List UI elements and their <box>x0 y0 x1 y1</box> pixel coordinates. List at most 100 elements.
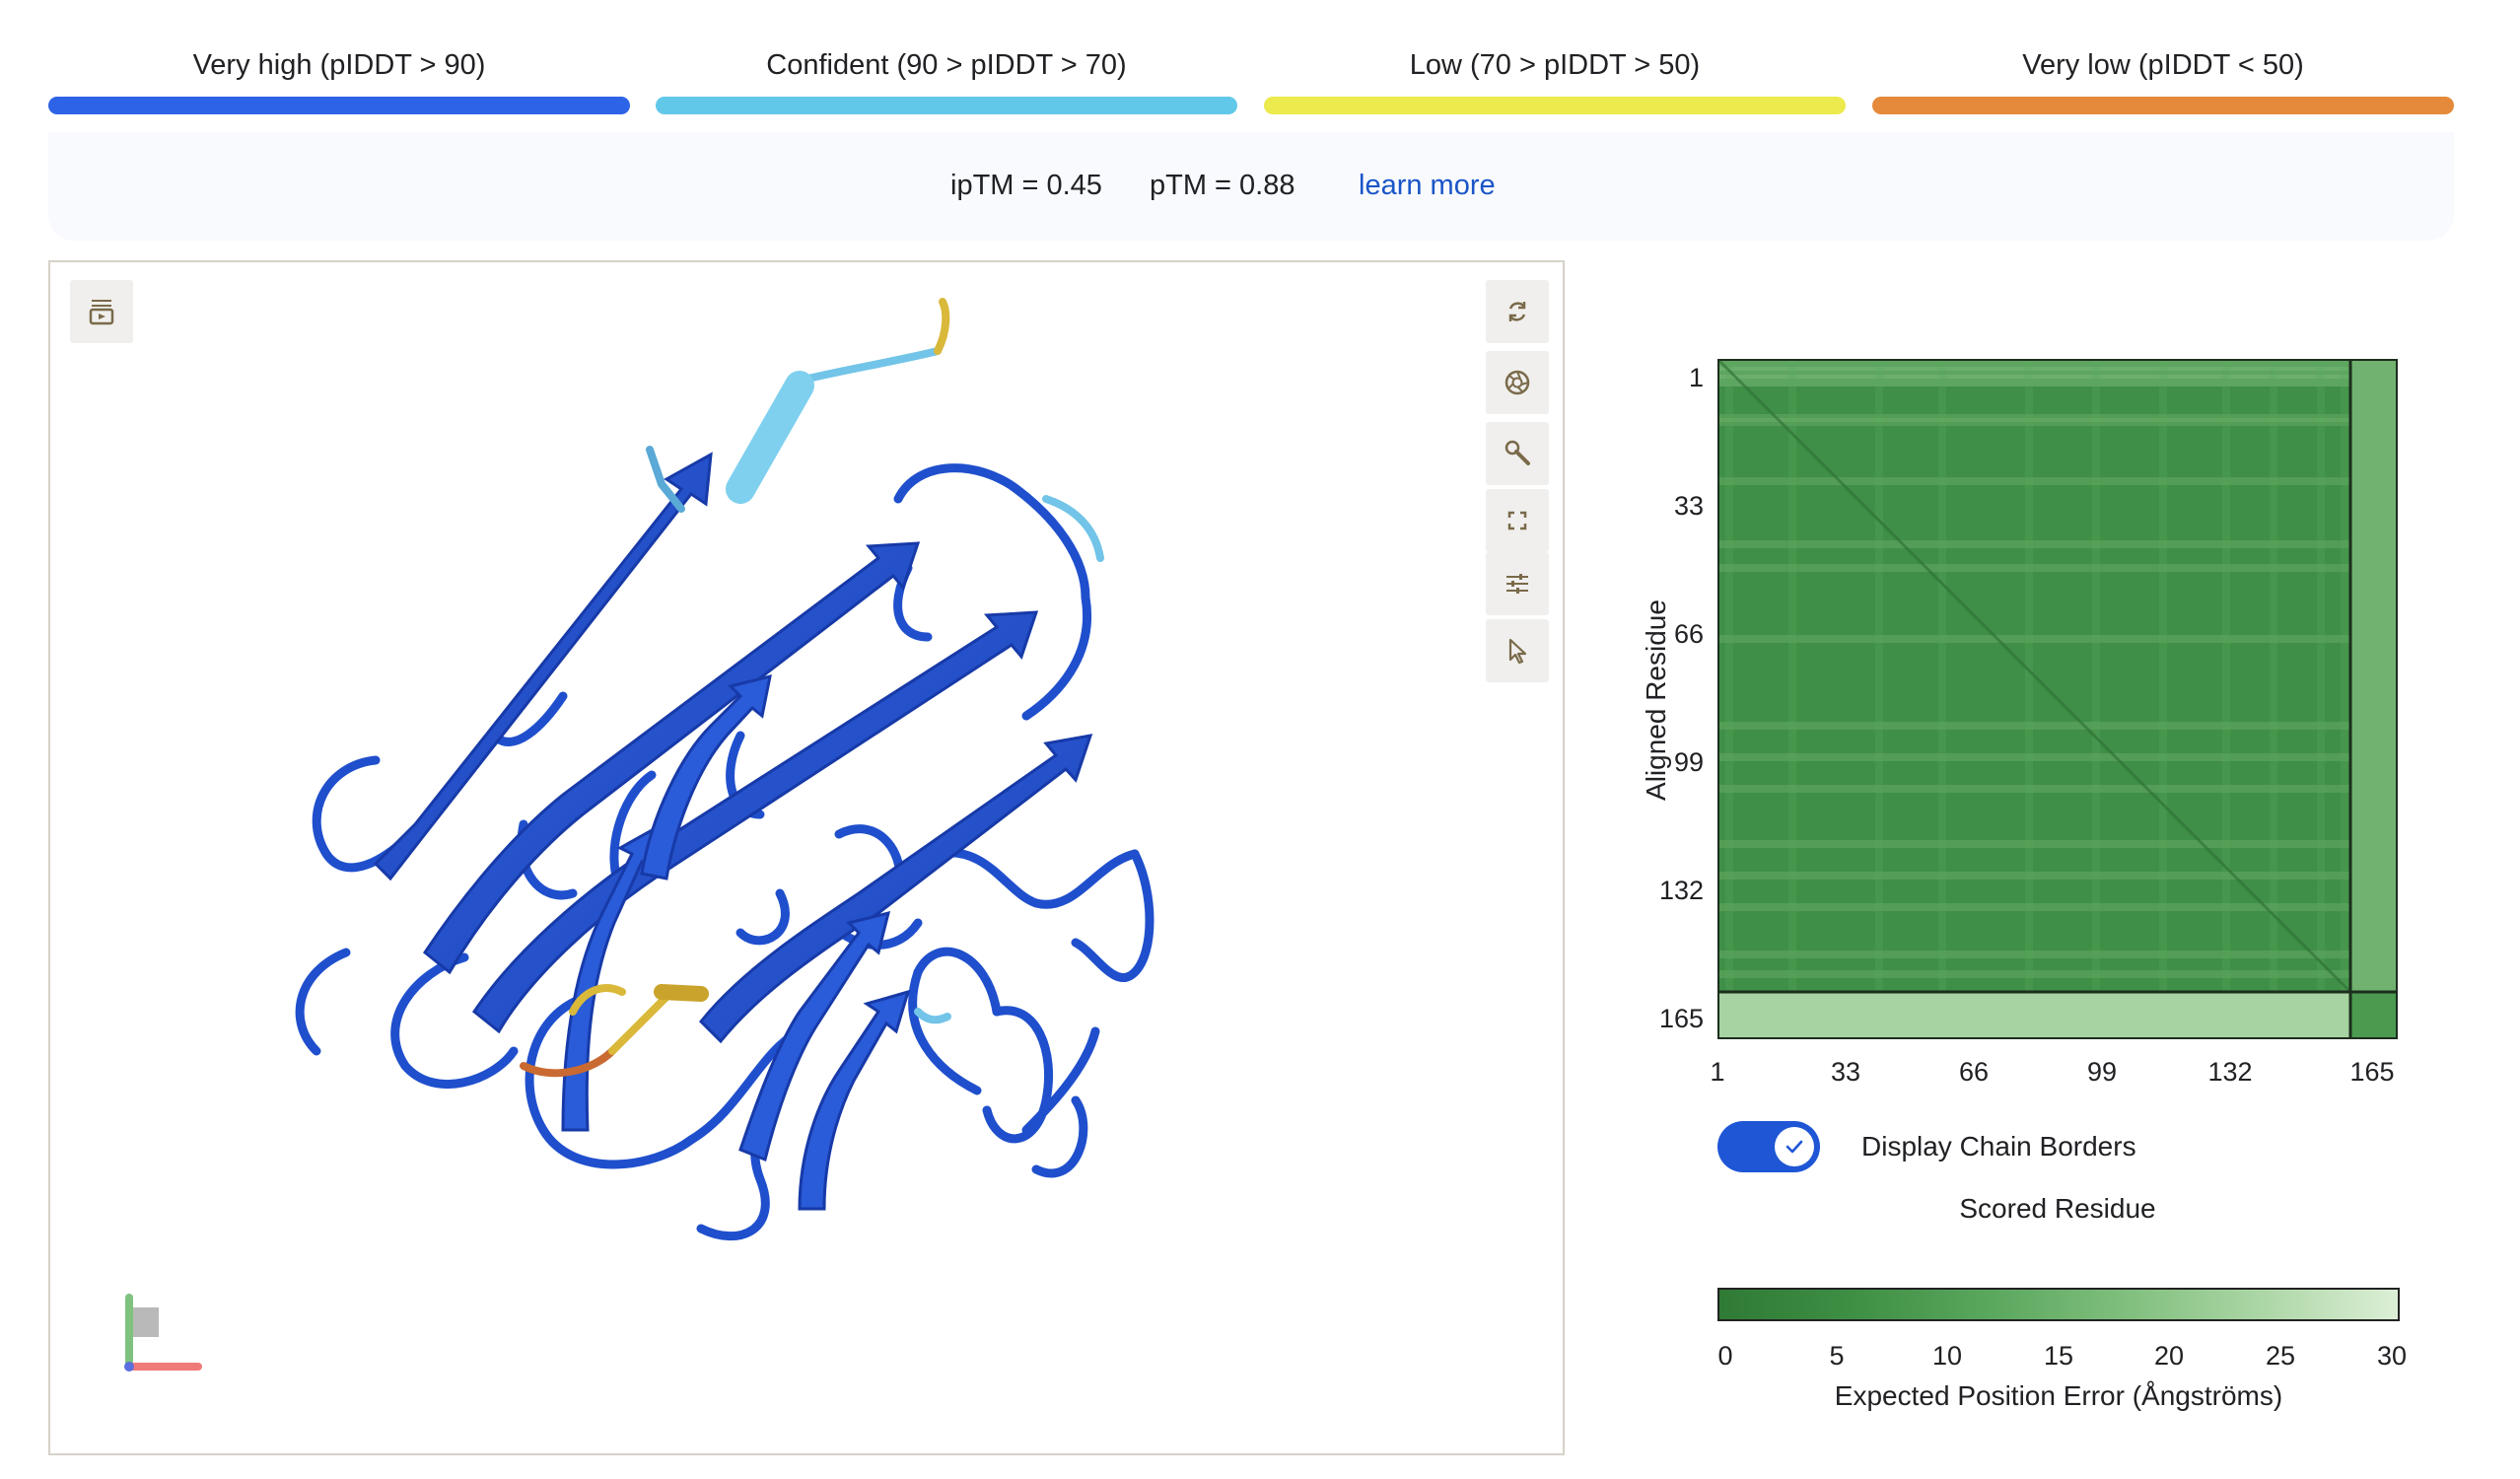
legend-item-low: Low (70 > pIDDT > 50) <box>1264 43 1846 118</box>
colorbar-tick-label: 20 <box>2153 1341 2185 1371</box>
heatmap-row-band <box>1717 840 2350 848</box>
reset-view-button[interactable] <box>1486 280 1549 343</box>
legend-label: Very high (pIDDT > 90) <box>192 49 486 81</box>
beta-strands <box>373 452 1093 1211</box>
x-axis-label: Scored Residue <box>1959 1193 2156 1224</box>
axes-triad-icon <box>124 1294 202 1372</box>
heatmap-row-band <box>1717 477 2350 485</box>
select-mode-button[interactable] <box>1486 619 1549 682</box>
fullscreen-icon <box>1507 511 1527 530</box>
y-tick-label: 1 <box>1688 363 1704 392</box>
colorbar-tick-label: 5 <box>1829 1341 1845 1371</box>
toggle-knob <box>1775 1127 1814 1166</box>
colorbar-title: Expected Position Error (Ångströms) <box>1834 1380 2283 1411</box>
iptm-value: ipTM = 0.45 <box>950 170 1102 201</box>
plddt-legend: Very high (pIDDT > 90) Confident (90 > p… <box>48 43 2454 118</box>
chain-b-row-region <box>1717 993 2350 1039</box>
protein-structure-render[interactable] <box>50 262 1563 1453</box>
heatmap-row-band <box>1717 414 2350 422</box>
reset-view-icon <box>1508 302 1526 321</box>
legend-color-bar <box>656 97 1237 114</box>
heatmap-col-bands <box>1725 359 2348 992</box>
heatmap-row-band <box>1717 635 2350 643</box>
settings-sliders-icon <box>1506 574 1528 594</box>
pae-colorbar <box>1717 1288 2400 1321</box>
x-tick-label: 165 <box>2349 1057 2395 1087</box>
x-tick-label: 99 <box>2086 1057 2118 1087</box>
colorbar-tick-label: 30 <box>2376 1341 2408 1371</box>
heatmap-col-band <box>1725 359 1733 992</box>
legend-item-confident: Confident (90 > pIDDT > 70) <box>656 43 1237 118</box>
y-tick-label: 99 <box>1673 747 1704 777</box>
legend-label: Low (70 > pIDDT > 50) <box>1409 49 1701 81</box>
colorbar-tick-label: 0 <box>1717 1341 1733 1371</box>
sequence-panel-button[interactable] <box>70 280 133 343</box>
heatmap-row-band <box>1717 375 2350 387</box>
screenshot-icon <box>1505 370 1530 395</box>
colorbar-tick-label: 15 <box>2043 1341 2074 1371</box>
x-tick-label: 1 <box>1710 1057 1725 1087</box>
heatmap-frame <box>1717 359 2398 1039</box>
pae-panel: Aligned Residue 1 33 66 99 132 165 1 33 … <box>1597 260 2514 1455</box>
tools-icon <box>1505 440 1530 465</box>
heatmap-row-band <box>1717 951 2350 958</box>
confidence-metrics-banner: ipTM = 0.45 pTM = 0.88 learn more <box>48 132 2454 241</box>
heatmap-col-band <box>1788 359 1796 992</box>
settings-button[interactable] <box>1486 552 1549 615</box>
heatmap-row-band <box>1717 970 2350 978</box>
coil-loops <box>295 463 1155 1241</box>
heatmap-row-band <box>1717 753 2350 761</box>
colorbar-tick-label: 10 <box>1931 1341 1963 1371</box>
heatmap-row-band <box>1717 872 2350 880</box>
y-axis-label: Aligned Residue <box>1641 599 1671 801</box>
heatmap-col-band <box>2092 359 2100 992</box>
legend-item-very-low: Very low (pIDDT < 50) <box>1872 43 2454 118</box>
select-cursor-icon <box>1508 638 1527 665</box>
terminal-tails <box>520 298 1104 1078</box>
legend-color-bar <box>48 97 630 114</box>
y-tick-label: 132 <box>1658 876 1704 905</box>
legend-item-very-high: Very high (pIDDT > 90) <box>48 43 630 118</box>
ptm-value: pTM = 0.88 <box>1150 170 1295 201</box>
sequence-panel-icon <box>89 300 114 325</box>
y-tick-label: 33 <box>1673 491 1704 521</box>
legend-label: Very low (pIDDT < 50) <box>2022 49 2304 81</box>
chain-borders-toggle-label: Display Chain Borders <box>1861 1131 2136 1162</box>
heatmap-col-band <box>2341 359 2348 992</box>
legend-color-bar <box>1264 97 1846 114</box>
checkmark-icon <box>1785 1140 1803 1154</box>
heatmap-row-band <box>1717 540 2350 548</box>
chain-b-self-region <box>2351 993 2398 1039</box>
chain-b-col-region <box>2351 359 2398 992</box>
pae-heatmap[interactable] <box>1717 359 2398 1039</box>
heatmap-col-band <box>2025 359 2033 992</box>
x-tick-label: 66 <box>1958 1057 1990 1087</box>
structure-viewer[interactable] <box>48 260 1565 1455</box>
x-tick-label: 132 <box>2207 1057 2253 1087</box>
heatmap-row-band <box>1717 564 2350 572</box>
x-tick-label: 33 <box>1830 1057 1861 1087</box>
y-tick-label: 66 <box>1673 619 1704 649</box>
fullscreen-button[interactable] <box>1486 489 1549 552</box>
screenshot-button[interactable] <box>1486 351 1549 414</box>
pae-heatmap-canvas[interactable] <box>1717 359 2398 1039</box>
heatmap-col-band <box>1938 359 1946 992</box>
heatmap-diagonal <box>1717 359 2350 992</box>
heatmap-row-band <box>1717 722 2350 730</box>
heatmap-col-band <box>2222 359 2230 992</box>
heatmap-row-band <box>1717 785 2350 793</box>
legend-label: Confident (90 > pIDDT > 70) <box>766 49 1127 81</box>
heatmap-col-band <box>2270 359 2277 992</box>
chain-borders-toggle[interactable] <box>1717 1121 1820 1172</box>
chain-borders-toggle-row: Display Chain Borders <box>1717 1120 2136 1173</box>
heatmap-row-band <box>1717 418 2350 426</box>
heatmap-col-band <box>1875 359 1883 992</box>
learn-more-link[interactable]: learn more <box>1359 170 1496 201</box>
heatmap-row-bands <box>1717 359 2350 978</box>
tools-button[interactable] <box>1486 422 1549 485</box>
heatmap-row-band <box>1717 903 2350 911</box>
colorbar-tick-label: 25 <box>2265 1341 2296 1371</box>
heatmap-col-band <box>2159 359 2167 992</box>
heatmap-col-band <box>2317 359 2325 992</box>
